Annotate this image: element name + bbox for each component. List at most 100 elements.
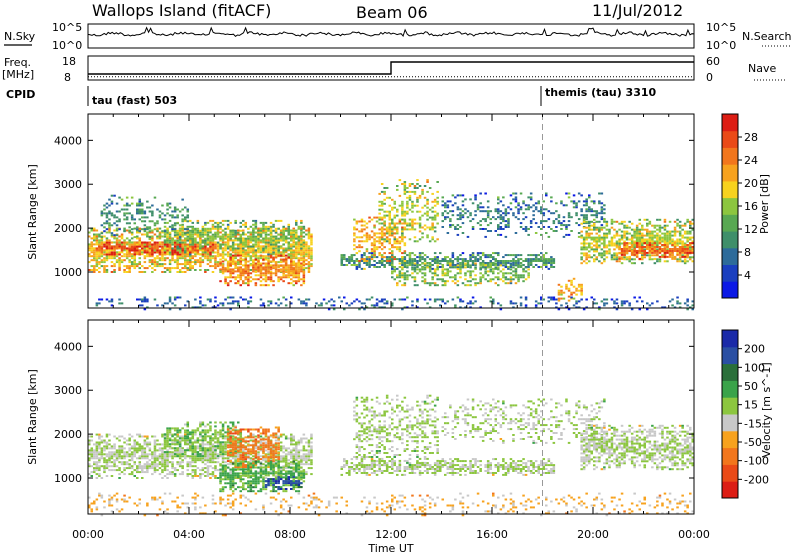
- power-echo-cell: [148, 236, 152, 239]
- power-echo-cell: [433, 298, 437, 301]
- power-echo-cell: [269, 237, 273, 240]
- power-echo-cell: [686, 240, 689, 243]
- power-echo-cell: [93, 249, 96, 252]
- power-echo-cell: [398, 258, 402, 261]
- power-echo-cell: [403, 298, 407, 301]
- power-echo-cell: [136, 204, 139, 207]
- power-echo-cell: [439, 298, 442, 301]
- power-echo-cell: [537, 258, 541, 261]
- power-echo-cell: [585, 262, 588, 265]
- power-echo-cell: [239, 257, 243, 260]
- power-echo-cell: [95, 249, 99, 252]
- power-echo-cell: [593, 202, 596, 205]
- power-echo-cell: [391, 232, 394, 235]
- power-echo-cell: [666, 236, 669, 239]
- power-echo-cell: [191, 247, 195, 250]
- power-echo-cell: [416, 210, 419, 213]
- power-echo-cell: [259, 221, 263, 224]
- power-echo-cell: [209, 241, 212, 244]
- power-echo-cell: [171, 239, 174, 242]
- power-echo-cell: [380, 226, 384, 229]
- power-echo-cell: [575, 204, 578, 207]
- power-echo-cell: [219, 271, 222, 273]
- power-echo-cell: [239, 262, 243, 265]
- power-echo-cell: [411, 228, 414, 231]
- power-echo-cell: [676, 250, 679, 252]
- power-echo-cell: [158, 257, 162, 260]
- power-echo-cell: [385, 228, 389, 231]
- power-echo-cell: [295, 274, 298, 277]
- power-echo-cell: [219, 302, 222, 305]
- power-echo-cell: [595, 236, 599, 239]
- power-echo-cell: [582, 218, 586, 221]
- power-echo-cell: [125, 212, 129, 215]
- power-echo-cell: [567, 192, 571, 195]
- power-echo-cell: [173, 224, 177, 227]
- power-echo-cell: [545, 252, 548, 255]
- power-echo-cell: [600, 206, 604, 209]
- power-echo-cell: [373, 252, 376, 255]
- power-echo-cell: [572, 277, 576, 280]
- power-echo-cell: [378, 192, 381, 195]
- power-echo-cell: [105, 241, 109, 244]
- power-echo-cell: [603, 252, 606, 255]
- power-echo-cell: [178, 227, 182, 230]
- power-echo-cell: [290, 278, 293, 281]
- power-echo-cell: [671, 240, 674, 243]
- power-echo-cell: [398, 262, 402, 265]
- power-echo-cell: [370, 242, 374, 245]
- power-echo-cell: [497, 198, 500, 201]
- power-echo-cell: [93, 233, 96, 236]
- power-echo-cell: [237, 243, 240, 246]
- power-echo-cell: [307, 251, 311, 254]
- power-echo-cell: [146, 251, 149, 254]
- power-echo-cell: [524, 270, 528, 273]
- power-echo-cell: [396, 258, 399, 261]
- power-echo-cell: [562, 291, 566, 294]
- power-echo-cell: [108, 204, 111, 207]
- power-echo-cell: [492, 272, 495, 275]
- power-echo-cell: [433, 216, 437, 219]
- power-echo-cell: [143, 245, 147, 248]
- power-echo-cell: [428, 187, 432, 189]
- power-echo-cell: [226, 255, 230, 258]
- power-echo-cell: [532, 266, 535, 268]
- power-echo-cell: [229, 249, 232, 252]
- power-echo-cell: [479, 262, 482, 265]
- power-echo-cell: [391, 262, 394, 264]
- power-echo-cell: [663, 253, 667, 256]
- power-echo-cell: [646, 242, 649, 245]
- power-echo-cell: [194, 233, 197, 236]
- power-echo-cell: [433, 210, 437, 213]
- power-echo-cell: [588, 206, 591, 209]
- power-echo-cell: [224, 253, 227, 256]
- power-echo-cell: [673, 240, 677, 243]
- power-echo-cell: [428, 240, 432, 243]
- power-echo-cell: [678, 250, 682, 252]
- power-echo-cell: [113, 241, 116, 244]
- power-echo-cell: [292, 253, 296, 256]
- power-echo-cell: [138, 241, 142, 244]
- power-echo-cell: [93, 253, 96, 256]
- power-echo-cell: [360, 218, 364, 221]
- power-echo-cell: [385, 196, 389, 199]
- power-echo-cell: [254, 235, 258, 238]
- power-echo-cell: [383, 202, 386, 205]
- power-echo-cell: [519, 226, 523, 228]
- power-echo-cell: [113, 265, 116, 268]
- power-echo-cell: [214, 251, 217, 254]
- power-echo-cell: [585, 204, 588, 207]
- power-echo-cell: [305, 253, 308, 256]
- power-echo-cell: [580, 293, 583, 296]
- power-echo-cell: [125, 247, 129, 250]
- power-echo-cell: [189, 269, 192, 271]
- power-echo-cell: [105, 214, 109, 217]
- power-echo-cell: [408, 262, 412, 265]
- power-echo-cell: [113, 194, 116, 197]
- power-echo-cell: [348, 262, 351, 264]
- power-echo-cell: [671, 256, 674, 259]
- power-echo-cell: [527, 260, 530, 262]
- power-echo-cell: [451, 254, 455, 257]
- power-echo-cell: [489, 254, 493, 257]
- power-echo-cell: [287, 274, 291, 277]
